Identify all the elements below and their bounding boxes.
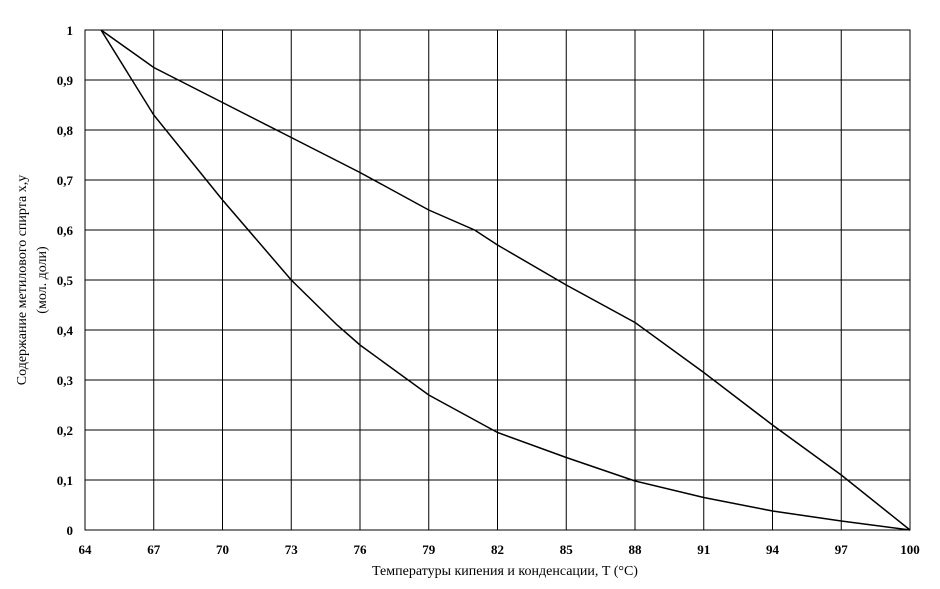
y-axis-unit: (мол. доли) [35, 246, 50, 314]
y-tick-label: 0,1 [57, 473, 73, 488]
curve [100, 29, 911, 531]
y-tick-label: 0,9 [57, 73, 74, 88]
x-tick-label: 97 [835, 542, 849, 557]
x-tick-label: 91 [697, 542, 710, 557]
y-tick-label: 0,3 [57, 373, 74, 388]
x-tick-label: 70 [216, 542, 229, 557]
y-tick-label: 0,7 [57, 173, 74, 188]
y-tick-label: 0,4 [57, 323, 74, 338]
y-tick-label: 0,8 [57, 123, 74, 138]
x-tick-label: 88 [629, 542, 643, 557]
y-tick-label: 0 [67, 523, 74, 538]
plot-frame [84, 29, 911, 531]
y-axis-label: Содержание метилового спирта x,y [15, 175, 30, 385]
x-axis-label: Температуры кипения и конденсации, T (°C… [372, 564, 638, 579]
x-tick-label: 64 [79, 542, 93, 557]
x-tick-label: 94 [766, 542, 780, 557]
x-tick-label: 76 [354, 542, 368, 557]
x-tick-label: 100 [900, 542, 920, 557]
x-tick-label: 85 [560, 542, 574, 557]
y-tick-label: 0,6 [57, 223, 74, 238]
y-tick-label: 0,5 [57, 273, 74, 288]
y-tick-label: 1 [67, 23, 74, 38]
x-tick-label: 67 [147, 542, 161, 557]
y-tick-label: 0,2 [57, 423, 73, 438]
x-tick-label: 82 [491, 542, 504, 557]
x-tick-label: 79 [422, 542, 436, 557]
curve [100, 29, 911, 531]
x-tick-label: 73 [285, 542, 299, 557]
